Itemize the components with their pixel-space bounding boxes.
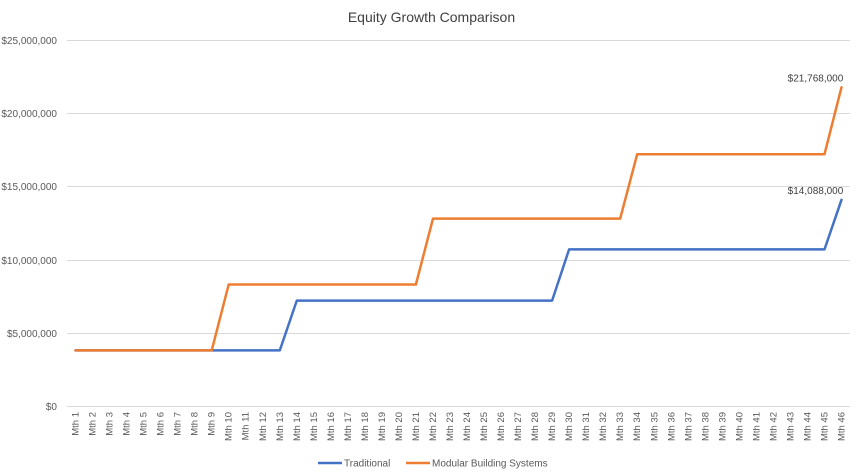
- x-tick-label: Mth 20: [394, 412, 405, 441]
- data-labels: $14,088,000 $21,768,000: [788, 73, 844, 196]
- x-tick-label: Mth 11: [241, 412, 252, 440]
- x-tick-label: Mth 29: [547, 412, 558, 441]
- x-tick-label: Mth 8: [190, 412, 201, 436]
- x-tick-label: Mth 16: [326, 412, 337, 441]
- x-tick-label: Mth 22: [428, 412, 439, 441]
- x-tick-label: Mth 37: [683, 412, 694, 441]
- y-tick-label: $10,000,000: [1, 256, 57, 267]
- x-tick-label: Mth 26: [496, 412, 507, 441]
- gridlines: [67, 40, 850, 407]
- x-tick-label: Mth 24: [462, 412, 473, 441]
- x-axis-ticks: Mth 1 Mth 2 Mth 3 Mth 4 Mth 5 Mth 6 Mth 7 Mth 8…: [71, 412, 848, 441]
- data-label: $14,088,000: [788, 186, 844, 197]
- x-tick-label: Mth 12: [258, 412, 269, 441]
- x-tick-label: Mth 35: [649, 412, 660, 441]
- x-tick-label: Mth 4: [122, 412, 133, 436]
- x-tick-label: Mth 46: [836, 412, 847, 441]
- x-tick-label: Mth 28: [530, 412, 541, 441]
- x-tick-label: Mth 1: [71, 412, 82, 436]
- x-tick-label: Mth 25: [479, 412, 490, 441]
- x-tick-label: Mth 18: [360, 412, 371, 441]
- series-lines: [74, 86, 843, 352]
- x-tick-label: Mth 43: [785, 412, 796, 441]
- x-tick-label: Mth 31: [581, 412, 592, 441]
- legend-label: Traditional: [344, 459, 390, 470]
- x-tick-label: Mth 15: [309, 412, 320, 441]
- y-tick-label: $15,000,000: [1, 182, 57, 193]
- y-tick-label: $20,000,000: [1, 109, 57, 120]
- x-tick-label: Mth 33: [615, 412, 626, 441]
- x-tick-label: Mth 23: [445, 412, 456, 441]
- x-tick-label: Mth 10: [224, 412, 235, 441]
- x-tick-label: Mth 45: [819, 412, 830, 441]
- chart-title: Equity Growth Comparison: [348, 9, 515, 25]
- y-tick-label: $5,000,000: [7, 329, 57, 340]
- x-tick-label: Mth 32: [598, 412, 609, 441]
- legend: Traditional Modular Building Systems: [318, 459, 548, 470]
- x-tick-label: Mth 3: [105, 412, 116, 436]
- x-tick-label: Mth 39: [717, 412, 728, 441]
- x-tick-label: Mth 44: [802, 412, 813, 441]
- x-tick-label: Mth 13: [275, 412, 286, 441]
- x-tick-label: Mth 38: [700, 412, 711, 441]
- x-tick-label: Mth 27: [513, 412, 524, 441]
- x-tick-label: Mth 7: [173, 412, 184, 436]
- x-tick-label: Mth 14: [292, 412, 303, 441]
- x-tick-label: Mth 2: [88, 412, 99, 436]
- series-line-traditional: [74, 198, 843, 352]
- x-tick-label: Mth 30: [564, 412, 575, 441]
- x-tick-label: Mth 5: [139, 412, 150, 436]
- x-tick-label: Mth 36: [666, 412, 677, 441]
- x-tick-label: Mth 42: [768, 412, 779, 441]
- x-tick-label: Mth 40: [734, 412, 745, 441]
- x-tick-label: Mth 41: [751, 412, 762, 441]
- x-tick-label: Mth 19: [377, 412, 388, 441]
- x-tick-label: Mth 9: [207, 412, 218, 436]
- legend-label: Modular Building Systems: [432, 459, 548, 470]
- y-tick-label: $0: [46, 402, 58, 413]
- y-axis-ticks: $0 $5,000,000 $10,000,000 $15,000,000 $20,00…: [1, 36, 57, 413]
- x-tick-label: Mth 21: [411, 412, 422, 441]
- data-label: $21,768,000: [788, 73, 844, 84]
- x-tick-label: Mth 17: [343, 412, 354, 441]
- y-tick-label: $25,000,000: [1, 36, 57, 47]
- x-tick-label: Mth 34: [632, 412, 643, 441]
- x-tick-label: Mth 6: [156, 412, 167, 436]
- series-line-modular-building-systems: [74, 86, 843, 352]
